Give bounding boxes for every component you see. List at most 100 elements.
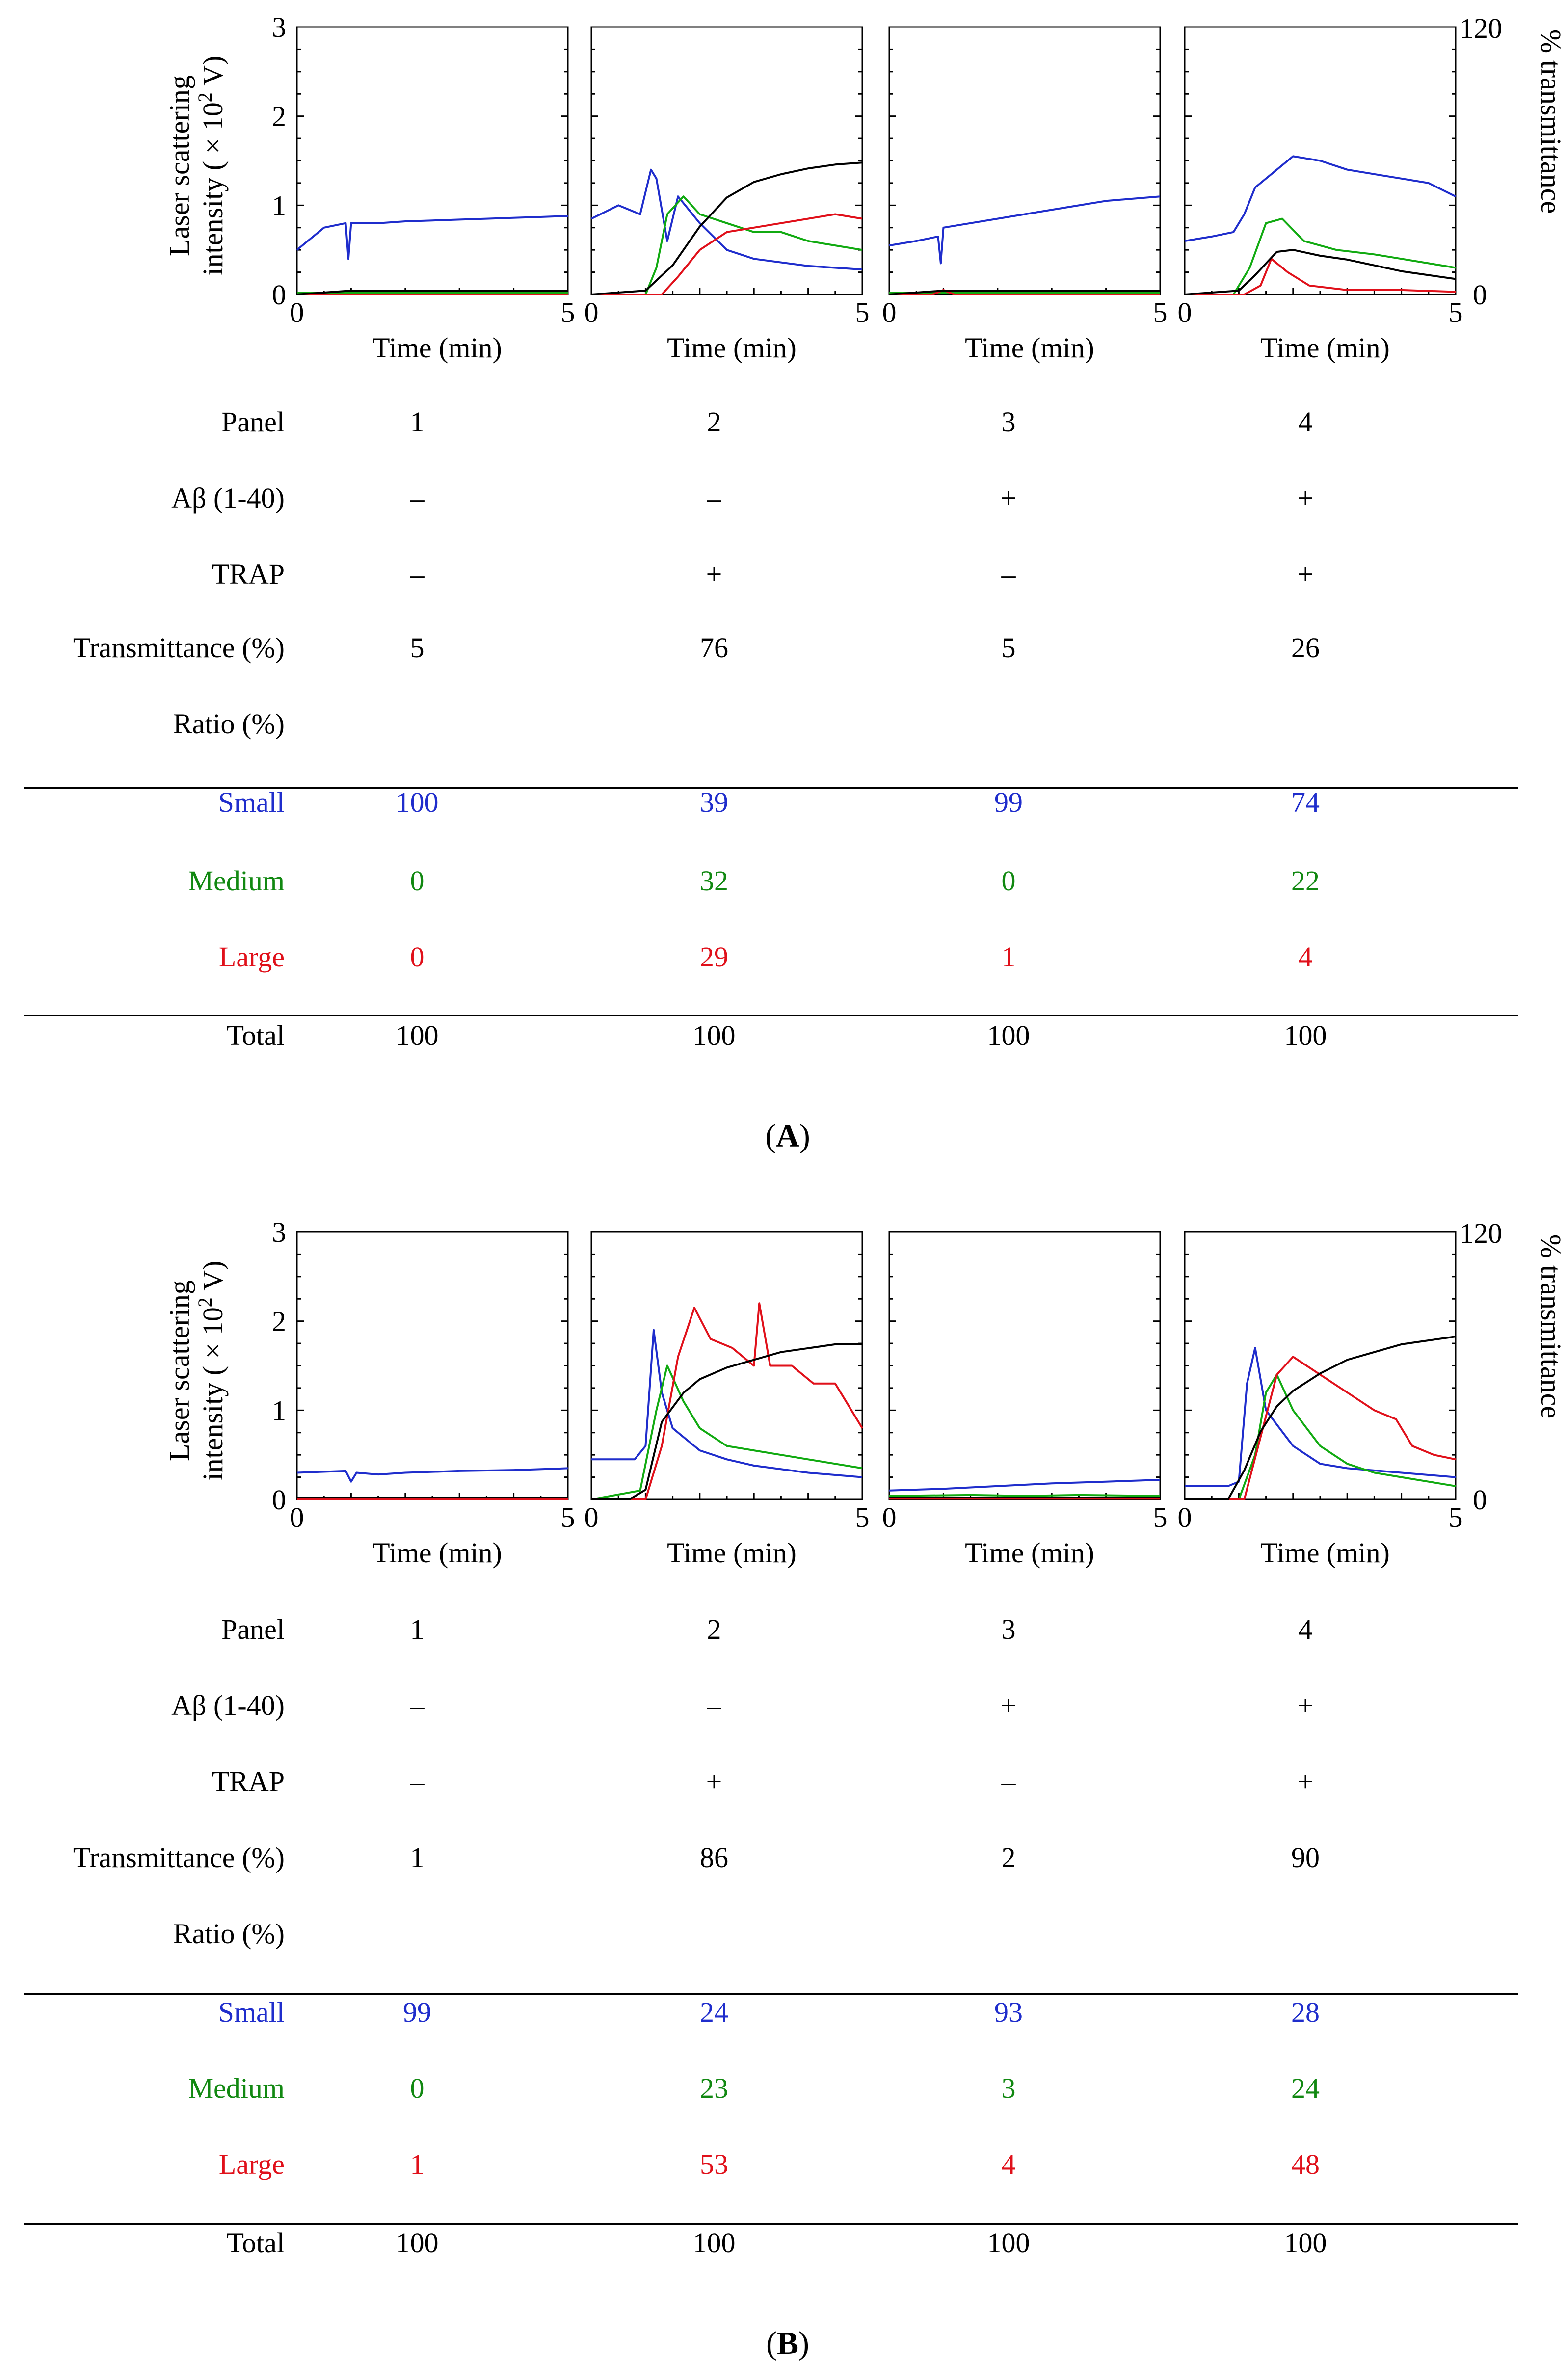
cell-large-panel-2: 53 <box>700 2148 728 2180</box>
row-label-abeta: Aβ (1-40) <box>171 482 285 514</box>
cell-large-panel-3: 1 <box>1001 941 1016 973</box>
series-line-small <box>296 215 568 260</box>
row-label-trap: TRAP <box>212 1765 285 1797</box>
cell-large-panel-1: 0 <box>410 941 425 973</box>
cell-small-panel-3: 99 <box>994 786 1023 818</box>
cell-panel-panel-2: 2 <box>707 406 721 438</box>
x-tick-label: 5 <box>855 296 870 328</box>
right-ylabel: % transmittance <box>1535 29 1567 214</box>
cell-total-panel-4: 100 <box>1284 2227 1327 2259</box>
cell-small-panel-2: 39 <box>700 786 728 818</box>
plot-frame <box>590 26 863 295</box>
x-axis-label: Time (min) <box>965 1537 1094 1569</box>
cell-small-panel-4: 74 <box>1291 786 1320 818</box>
cell-total-panel-1: 100 <box>396 1019 439 1051</box>
chart-figB-panel2: 0 5 Time (min) <box>584 1231 870 1569</box>
x-axis-label: Time (min) <box>1260 1537 1390 1569</box>
cell-medium-panel-4: 22 <box>1291 865 1320 897</box>
right-tick-label: 0 <box>1473 279 1487 311</box>
x-tick-label: 0 <box>1178 1501 1192 1533</box>
cell-total-panel-3: 100 <box>987 2227 1030 2259</box>
cell-total-panel-3: 100 <box>987 1019 1030 1051</box>
x-tick-label: 0 <box>290 1501 304 1533</box>
chart-figB-panel1: 0 1 2 3 Laser scattering intensity ( × 102 V)… <box>163 1216 575 1569</box>
cell-transmittance-panel-2: 76 <box>700 632 728 664</box>
row-label-medium: Medium <box>188 2072 285 2104</box>
cell-trap-panel-3: – <box>1001 558 1016 590</box>
row-label-small: Small <box>218 1996 285 2028</box>
chart-figB-panel3: 0 5 Time (min) <box>882 1231 1168 1569</box>
left-ylabel-line2: intensity ( × 102 V) <box>194 1261 229 1481</box>
series-line-transmittance <box>591 161 863 295</box>
left-tick-label: 0 <box>272 1484 286 1516</box>
cell-transmittance-panel-2: 86 <box>700 1842 728 1873</box>
figure-label: (A) <box>765 1118 810 1154</box>
right-tick-label: 0 <box>1473 1484 1487 1516</box>
cell-medium-panel-2: 23 <box>700 2072 728 2104</box>
series-line-transmittance <box>1185 1336 1456 1500</box>
plot-frame <box>296 26 569 295</box>
cell-medium-panel-2: 32 <box>700 865 728 897</box>
cell-trap-panel-3: – <box>1001 1765 1016 1797</box>
x-tick-label: 0 <box>584 296 599 328</box>
x-tick-label: 0 <box>1178 296 1192 328</box>
left-tick-label: 2 <box>272 101 286 133</box>
series-line-medium <box>1185 217 1456 295</box>
cell-transmittance-panel-3: 2 <box>1001 1842 1016 1873</box>
cell-large-panel-1: 1 <box>410 2148 425 2180</box>
series-line-small <box>296 1467 568 1483</box>
x-axis-label: Time (min) <box>372 1537 502 1569</box>
series-line-small <box>889 195 1161 265</box>
cell-large-panel-4: 4 <box>1298 941 1313 973</box>
row-label-large: Large <box>218 2148 285 2180</box>
row-label-total: Total <box>226 2227 285 2259</box>
cell-trap-panel-2: + <box>706 558 722 590</box>
cell-abeta-panel-3: + <box>1000 1689 1017 1721</box>
row-label-ratio: Ratio (%) <box>173 1918 285 1950</box>
cell-transmittance-panel-1: 5 <box>410 632 425 664</box>
series-line-medium <box>1185 1373 1456 1500</box>
cell-trap-panel-4: + <box>1297 558 1314 590</box>
cell-total-panel-2: 100 <box>692 1019 736 1051</box>
cell-large-panel-4: 48 <box>1291 2148 1320 2180</box>
cell-abeta-panel-2: – <box>707 482 721 514</box>
series-line-large <box>591 213 863 295</box>
left-tick-label: 3 <box>272 1216 286 1248</box>
cell-total-panel-1: 100 <box>396 2227 439 2259</box>
series-line-medium <box>591 1364 863 1500</box>
plot-frame <box>1184 1231 1457 1500</box>
row-label-abeta: Aβ (1-40) <box>171 1689 285 1721</box>
row-label-transmittance: Transmittance (%) <box>73 1842 285 1873</box>
series-line-large <box>591 1302 863 1500</box>
table-rule <box>24 2223 1518 2225</box>
left-tick-label: 3 <box>272 11 286 43</box>
row-label-trap: TRAP <box>212 558 285 590</box>
cell-panel-panel-3: 3 <box>1001 1613 1016 1645</box>
chart-figA-panel3: 0 5 Time (min) <box>882 26 1168 364</box>
chart-figA-panel2: 0 5 Time (min) <box>584 26 870 364</box>
row-label-small: Small <box>218 786 285 818</box>
row-label-ratio: Ratio (%) <box>173 708 285 740</box>
cell-transmittance-panel-4: 26 <box>1291 632 1320 664</box>
cell-panel-panel-1: 1 <box>410 406 425 438</box>
x-tick-label: 5 <box>855 1501 870 1533</box>
x-tick-label: 0 <box>584 1501 599 1533</box>
cell-transmittance-panel-1: 1 <box>410 1842 425 1873</box>
x-axis-label: Time (min) <box>1260 332 1390 364</box>
x-tick-label: 5 <box>561 296 575 328</box>
series-line-medium <box>889 1494 1161 1497</box>
x-tick-label: 0 <box>882 1501 897 1533</box>
left-tick-label: 0 <box>272 279 286 311</box>
cell-medium-panel-4: 24 <box>1291 2072 1320 2104</box>
series-line-small <box>889 1479 1161 1492</box>
cell-abeta-panel-4: + <box>1297 482 1314 514</box>
row-label-panel: Panel <box>221 1613 285 1645</box>
cell-abeta-panel-3: + <box>1000 482 1017 514</box>
left-ylabel-line1: Laser scattering <box>163 1280 195 1461</box>
left-tick-label: 1 <box>272 1394 286 1426</box>
cell-total-panel-4: 100 <box>1284 1019 1327 1051</box>
x-tick-label: 5 <box>1449 296 1463 328</box>
table-rule <box>24 1993 1518 1995</box>
x-tick-label: 5 <box>1153 1501 1168 1533</box>
